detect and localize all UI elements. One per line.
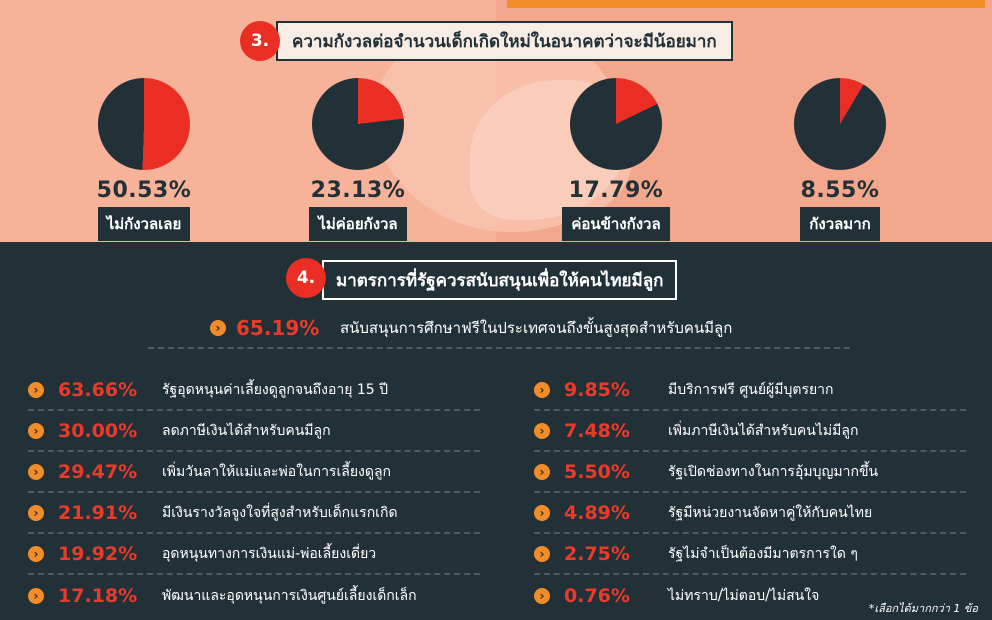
measure-text: อุดหนุนทางการเงินแม่-พ่อเลี้ยงเดี่ยว bbox=[162, 545, 377, 562]
chevron-right-circle-icon: › bbox=[534, 587, 550, 604]
pie-label: ค่อนข้างกังวล bbox=[562, 207, 670, 241]
measure-percent: 17.18% bbox=[58, 584, 138, 607]
measure-percent: 63.66% bbox=[58, 378, 138, 401]
pie-label: ไม่ค่อยกังวล bbox=[309, 207, 407, 241]
list-item: › 17.18% พัฒนาและอุดหนุนการเงินศูนย์เลี้ยง… bbox=[28, 575, 480, 616]
measure-text: ลดภาษีเงินได้สำหรับคนมีลูก bbox=[162, 422, 331, 439]
chevron-right-circle-icon: › bbox=[28, 545, 44, 562]
measures-left-list: › 63.66% รัฐอุดหนุนค่าเลี้ยงดูลูกจนถึงอายุ… bbox=[28, 370, 480, 616]
divider bbox=[148, 347, 850, 349]
measure-text: รัฐเปิดช่องทางในการอุ้มบุญมากขึ้น bbox=[668, 463, 879, 480]
section3-panel: 3. ความกังวลต่อจำนวนเด็กเกิดใหม่ในอนาคตว… bbox=[0, 0, 992, 242]
chevron-right-circle-icon: › bbox=[28, 422, 44, 439]
chevron-right-circle-icon: › bbox=[534, 381, 550, 398]
section3-number-badge: 3. bbox=[240, 21, 280, 61]
chevron-right-circle-icon: › bbox=[28, 504, 44, 521]
pie-item: 23.13% ไม่ค่อยกังวล bbox=[283, 78, 433, 241]
pie-chart bbox=[570, 78, 662, 170]
list-item: › 21.91% มีเงินรางวัลจูงใจที่สูงสำหรับเด็ก… bbox=[28, 493, 480, 534]
pie-percent: 8.55% bbox=[800, 178, 880, 203]
chevron-right-circle-icon: › bbox=[534, 422, 550, 439]
featured-percent: 65.19% bbox=[236, 316, 320, 340]
measure-percent: 21.91% bbox=[58, 501, 138, 524]
measure-text: มีเงินรางวัลจูงใจที่สูงสำหรับเด็กแรกเกิด bbox=[162, 504, 398, 521]
measure-text: เพิ่มวันลาให้แม่และพ่อในการเลี้ยงดูลูก bbox=[162, 463, 392, 480]
list-item: › 0.76% ไม่ทราบ/ไม่ตอบ/ไม่สนใจ bbox=[534, 575, 966, 616]
pie-label: กังวลมาก bbox=[800, 207, 880, 241]
section4-number-badge: 4. bbox=[286, 258, 326, 298]
pie-item: 17.79% ค่อนข้างกังวล bbox=[541, 78, 691, 241]
pie-percent: 50.53% bbox=[96, 178, 192, 203]
pie-chart bbox=[98, 78, 190, 170]
chevron-right-circle-icon: › bbox=[28, 381, 44, 398]
measure-text: ไม่ทราบ/ไม่ตอบ/ไม่สนใจ bbox=[668, 587, 820, 604]
chevron-right-circle-icon: › bbox=[28, 463, 44, 480]
measure-text: รัฐอุดหนุนค่าเลี้ยงดูลูกจนถึงอายุ 15 ปี bbox=[162, 381, 389, 398]
measure-percent: 30.00% bbox=[58, 419, 138, 442]
measure-percent: 19.92% bbox=[58, 542, 138, 565]
chevron-right-circle-icon: › bbox=[210, 320, 226, 336]
measures-right-list: › 9.85% มีบริการฟรี ศูนย์ผู้มีบุตรยาก › 7.4… bbox=[534, 370, 966, 616]
pie-chart bbox=[794, 78, 886, 170]
chevron-right-circle-icon: › bbox=[534, 504, 550, 521]
pie-item: 8.55% กังวลมาก bbox=[765, 78, 915, 241]
list-item: › 9.85% มีบริการฟรี ศูนย์ผู้มีบุตรยาก bbox=[534, 370, 966, 411]
measure-text: รัฐมีหน่วยงานจัดหาคู่ให้กับคนไทย bbox=[668, 504, 873, 521]
pie-label: ไม่กังวลเลย bbox=[97, 207, 191, 241]
chevron-right-circle-icon: › bbox=[28, 587, 44, 604]
measure-text: พัฒนาและอุดหนุนการเงินศูนย์เลี้ยงเด็กเล็… bbox=[162, 587, 417, 604]
featured-measure: › 65.19% สนับสนุนการศึกษาฟรีในประเทศจนถึ… bbox=[210, 316, 732, 340]
measure-percent: 5.50% bbox=[564, 460, 630, 483]
list-item: › 19.92% อุดหนุนทางการเงินแม่-พ่อเลี้ยงเดี… bbox=[28, 534, 480, 575]
header-bar bbox=[507, 0, 985, 8]
list-item: › 5.50% รัฐเปิดช่องทางในการอุ้มบุญมากขึ้น bbox=[534, 452, 966, 493]
footnote: *เลือกได้มากกว่า 1 ข้อ bbox=[868, 602, 978, 615]
chevron-right-circle-icon: › bbox=[534, 545, 550, 562]
measure-text: รัฐไม่จำเป็นต้องมีมาตรการใด ๆ bbox=[668, 545, 858, 562]
measure-text: มีบริการฟรี ศูนย์ผู้มีบุตรยาก bbox=[668, 381, 834, 398]
list-item: › 7.48% เพิ่มภาษีเงินได้สำหรับคนไม่มีลูก bbox=[534, 411, 966, 452]
chevron-right-circle-icon: › bbox=[534, 463, 550, 480]
section4-title: มาตรการที่รัฐควรสนับสนุนเพื่อให้คนไทยมีล… bbox=[322, 260, 678, 300]
featured-text: สนับสนุนการศึกษาฟรีในประเทศจนถึงขั้นสูงส… bbox=[340, 319, 733, 337]
measure-percent: 7.48% bbox=[564, 419, 630, 442]
measure-percent: 4.89% bbox=[564, 501, 630, 524]
section3-title: ความกังวลต่อจำนวนเด็กเกิดใหม่ในอนาคตว่าจ… bbox=[276, 21, 733, 61]
pie-percent: 17.79% bbox=[568, 178, 664, 203]
measure-percent: 29.47% bbox=[58, 460, 138, 483]
list-item: › 30.00% ลดภาษีเงินได้สำหรับคนมีลูก bbox=[28, 411, 480, 452]
measure-percent: 0.76% bbox=[564, 584, 630, 607]
pie-item: 50.53% ไม่กังวลเลย bbox=[69, 78, 219, 241]
pie-percent: 23.13% bbox=[310, 178, 406, 203]
list-item: › 63.66% รัฐอุดหนุนค่าเลี้ยงดูลูกจนถึงอายุ… bbox=[28, 370, 480, 411]
pie-chart bbox=[312, 78, 404, 170]
list-item: › 29.47% เพิ่มวันลาให้แม่และพ่อในการเลี้ยง… bbox=[28, 452, 480, 493]
measure-percent: 2.75% bbox=[564, 542, 630, 565]
list-item: › 4.89% รัฐมีหน่วยงานจัดหาคู่ให้กับคนไทย bbox=[534, 493, 966, 534]
measure-percent: 9.85% bbox=[564, 378, 630, 401]
measure-text: เพิ่มภาษีเงินได้สำหรับคนไม่มีลูก bbox=[668, 422, 859, 439]
list-item: › 2.75% รัฐไม่จำเป็นต้องมีมาตรการใด ๆ bbox=[534, 534, 966, 575]
